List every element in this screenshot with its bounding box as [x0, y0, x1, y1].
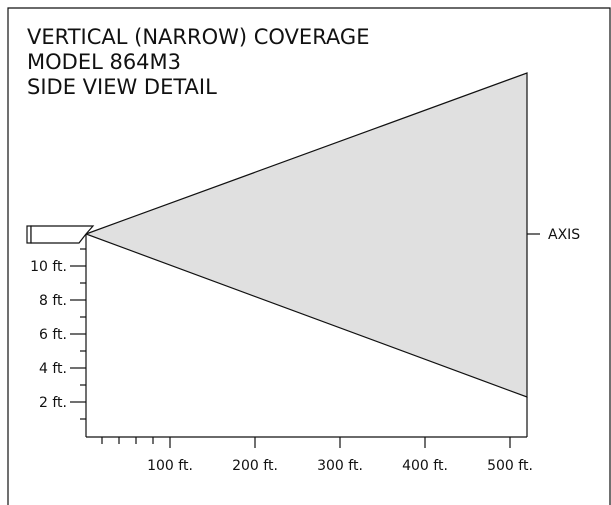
x-tick-label: 500 ft.: [487, 458, 533, 474]
y-tick-label: 6 ft.: [39, 327, 67, 343]
title-line: SIDE VIEW DETAIL: [27, 75, 217, 99]
x-tick-label: 200 ft.: [232, 458, 278, 474]
title-line: MODEL 864M3: [27, 50, 181, 74]
x-tick-label: 300 ft.: [317, 458, 363, 474]
y-tick-label: 2 ft.: [39, 395, 67, 411]
speaker-body: [30, 225, 95, 244]
frame: [7, 7, 611, 505]
x-tick-label: 400 ft.: [402, 458, 448, 474]
y-tick-label: 10 ft.: [30, 259, 67, 275]
y-tick-label: 8 ft.: [39, 293, 67, 309]
coverage-area: [84, 72, 528, 398]
x-tick-label: 100 ft.: [147, 458, 193, 474]
y-tick-label: 4 ft.: [39, 361, 67, 377]
title-line: VERTICAL (NARROW) COVERAGE: [27, 25, 369, 49]
axis-label: AXIS: [548, 227, 580, 243]
